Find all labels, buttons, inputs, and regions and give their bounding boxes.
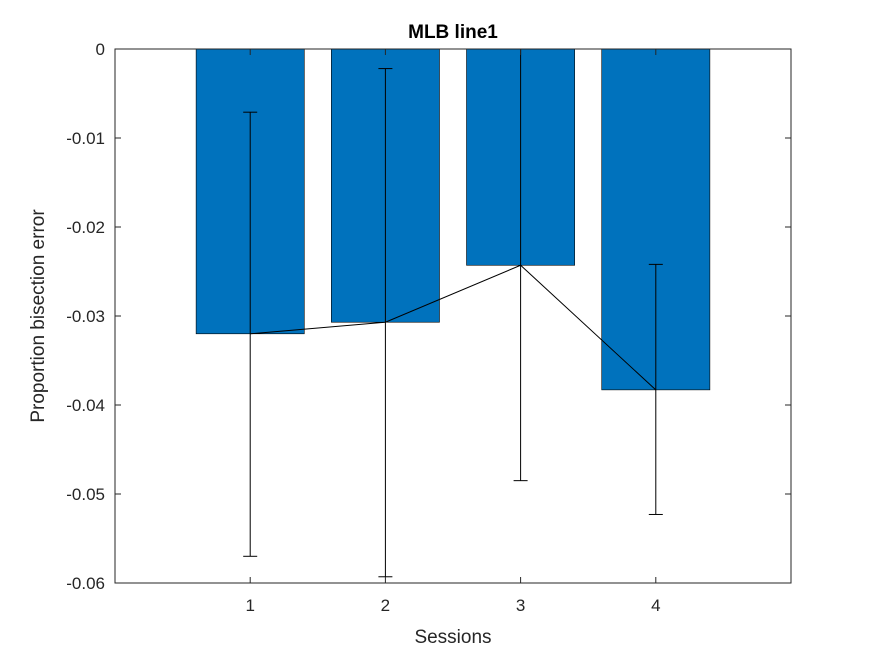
x-tick-label: 4 <box>651 596 660 615</box>
series-line <box>250 264 657 391</box>
x-axis-label: Sessions <box>414 627 491 648</box>
y-tick-label: -0.05 <box>66 485 105 504</box>
y-axis-ticks: 0 -0.01 -0.02 -0.03 -0.04 -0.05 -0.06 <box>66 40 791 593</box>
x-axis-ticks: 1 2 3 4 <box>245 49 661 615</box>
y-tick-label: -0.02 <box>66 218 105 237</box>
y-tick-label: -0.03 <box>66 307 105 326</box>
y-tick-label: -0.06 <box>66 574 105 593</box>
chart-title: MLB line1 <box>408 22 498 43</box>
errorbar-session-1 <box>243 111 258 557</box>
y-tick-label: 0 <box>96 40 105 59</box>
y-axis-label: Proportion bisection error <box>28 209 49 423</box>
y-tick-label: -0.01 <box>66 129 105 148</box>
x-tick-label: 1 <box>245 596 254 615</box>
x-tick-label: 2 <box>381 596 390 615</box>
series-line-group <box>250 264 657 391</box>
y-tick-label: -0.04 <box>66 396 105 415</box>
x-tick-label: 3 <box>516 596 525 615</box>
